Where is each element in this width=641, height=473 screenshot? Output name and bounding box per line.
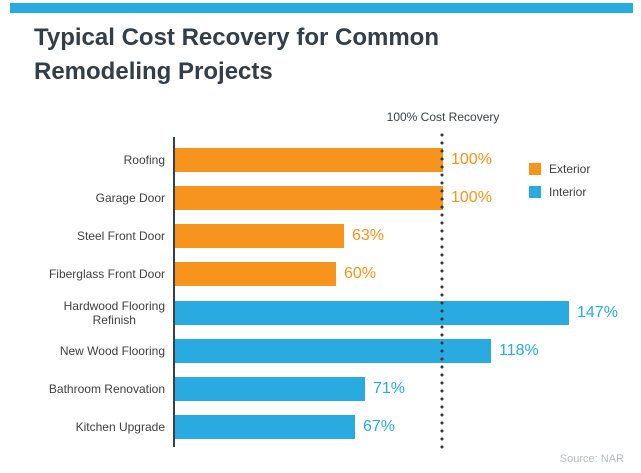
bar-exterior <box>175 148 443 172</box>
category-label: Steel Front Door <box>76 229 165 243</box>
value-label: 67% <box>363 418 396 435</box>
value-label: 100% <box>451 189 492 206</box>
reference-line-label: 100% Cost Recovery <box>386 110 500 124</box>
value-label: 60% <box>344 265 377 282</box>
category-label: Hardwood Flooring Refinish <box>63 299 165 327</box>
legend-item: Interior <box>529 185 590 199</box>
bar-interior <box>175 415 355 439</box>
category-label: Garage Door <box>95 191 165 205</box>
bar-interior <box>175 377 365 401</box>
category-label: Fiberglass Front Door <box>48 267 165 281</box>
source-caption: Source: NAR <box>559 453 624 465</box>
legend-item: Exterior <box>529 162 590 176</box>
value-label: 118% <box>499 342 539 359</box>
legend-swatch <box>529 186 541 198</box>
category-axis-line <box>173 137 175 447</box>
bar-exterior <box>175 224 344 248</box>
value-label: 63% <box>352 227 385 244</box>
bar-exterior <box>175 262 336 286</box>
chart-title: Typical Cost Recovery for Common Remodel… <box>34 24 439 85</box>
bar-exterior <box>175 186 443 210</box>
reference-dotted-line <box>440 131 444 449</box>
legend-swatch <box>529 163 541 175</box>
bar-interior <box>175 301 569 325</box>
category-label: Bathroom Renovation <box>48 382 165 396</box>
value-label: 71% <box>373 380 406 397</box>
legend: Exterior Interior <box>529 162 590 208</box>
value-label: 100% <box>451 151 492 168</box>
legend-label: Exterior <box>549 162 591 176</box>
bar-interior <box>175 339 491 363</box>
category-label: Roofing <box>123 153 165 167</box>
value-label: 147% <box>577 304 618 321</box>
category-label: Kitchen Upgrade <box>75 420 165 434</box>
top-accent-bar <box>10 3 633 13</box>
category-label: New Wood Flooring <box>59 344 165 358</box>
legend-label: Interior <box>549 185 587 199</box>
